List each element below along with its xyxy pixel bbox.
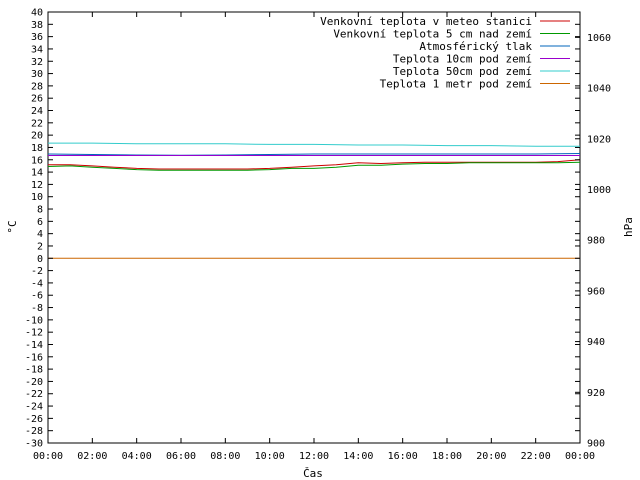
- legend: Venkovní teplota v meteo staniciVenkovní…: [320, 15, 570, 91]
- y-tick-label: -4: [31, 278, 43, 289]
- legend-entry-label: Venkovní teplota 5 cm nad zemí: [333, 28, 532, 41]
- y-tick-label: 30: [31, 69, 43, 80]
- x-tick-label: 14:00: [343, 451, 373, 462]
- y-tick-label: 20: [31, 131, 43, 142]
- legend-entry-label: Teplota 50cm pod zemí: [393, 65, 532, 78]
- y-tick-label: -20: [25, 377, 43, 388]
- y-tick-label: 24: [31, 106, 43, 117]
- y-tick-label: 36: [31, 32, 43, 43]
- y-tick-label: -28: [25, 426, 43, 437]
- legend-entry-label: Atmosférický tlak: [419, 40, 532, 53]
- y2-tick-label: 940: [587, 337, 605, 348]
- x-tick-label: 12:00: [299, 451, 329, 462]
- x-tick-label: 10:00: [255, 451, 285, 462]
- y-tick-label: -10: [25, 315, 43, 326]
- y-tick-label: 28: [31, 81, 43, 92]
- y-tick-label: 8: [37, 205, 43, 216]
- x-tick-label: 18:00: [432, 451, 462, 462]
- y-tick-label: 38: [31, 20, 43, 31]
- y-tick-label: -16: [25, 352, 43, 363]
- y-tick-label: -26: [25, 414, 43, 425]
- y-tick-label: -24: [25, 402, 43, 413]
- y-tick-label: 0: [37, 254, 43, 265]
- y2-axis-label: hPa: [622, 217, 635, 237]
- legend-entry-label: Teplota 1 metr pod zemí: [380, 78, 532, 91]
- x-tick-label: 00:00: [33, 451, 63, 462]
- legend-entry-label: Teplota 10cm pod zemí: [393, 53, 532, 66]
- series-line-2: [47, 161, 581, 171]
- y2-tick-label: 1020: [587, 134, 611, 145]
- y-tick-label: 16: [31, 155, 43, 166]
- y-tick-label: 32: [31, 57, 43, 68]
- y-tick-label: 34: [31, 44, 43, 55]
- y-tick-label: 2: [37, 241, 43, 252]
- y-tick-label: -18: [25, 365, 43, 376]
- y-tick-label: -14: [25, 340, 43, 351]
- y-tick-label: 14: [31, 168, 43, 179]
- ticks-layer: 4038363432302826242220181614121086420-2-…: [25, 8, 611, 463]
- y2-tick-label: 1060: [587, 33, 611, 44]
- y-tick-label: 6: [37, 217, 43, 228]
- x-axis-label: Čas: [303, 467, 323, 480]
- series-layer: [47, 142, 581, 259]
- x-tick-label: 16:00: [388, 451, 418, 462]
- x-tick-label: 06:00: [166, 451, 196, 462]
- series-line-1: [48, 159, 581, 170]
- y2-tick-label: 900: [587, 439, 605, 450]
- y-tick-label: 12: [31, 180, 43, 191]
- y2-tick-label: 980: [587, 236, 605, 247]
- y-axis-label: °C: [6, 220, 19, 233]
- x-tick-label: 00:00: [565, 451, 595, 462]
- series-line-5: [48, 142, 580, 147]
- y2-tick-label: 1000: [587, 185, 611, 196]
- y-tick-label: -12: [25, 328, 43, 339]
- y-tick-label: -22: [25, 389, 43, 400]
- y-tick-label: -30: [25, 439, 43, 450]
- y-tick-label: 40: [31, 8, 43, 19]
- series-line-3: [47, 153, 581, 156]
- y-tick-label: -8: [31, 303, 43, 314]
- x-tick-label: 20:00: [476, 451, 506, 462]
- legend-entry-label: Venkovní teplota v meteo stanici: [320, 15, 532, 28]
- y2-tick-label: 1040: [587, 84, 611, 95]
- x-tick-label: 08:00: [210, 451, 240, 462]
- y-tick-label: -6: [31, 291, 43, 302]
- y2-tick-label: 920: [587, 388, 605, 399]
- y-tick-label: 26: [31, 94, 43, 105]
- y-tick-label: -2: [31, 266, 43, 277]
- y2-tick-label: 960: [587, 286, 605, 297]
- y-tick-label: 4: [37, 229, 43, 240]
- x-tick-label: 04:00: [122, 451, 152, 462]
- y-tick-label: 18: [31, 143, 43, 154]
- y-tick-label: 22: [31, 118, 43, 129]
- x-tick-label: 22:00: [521, 451, 551, 462]
- y-tick-label: 10: [31, 192, 43, 203]
- x-tick-label: 02:00: [77, 451, 107, 462]
